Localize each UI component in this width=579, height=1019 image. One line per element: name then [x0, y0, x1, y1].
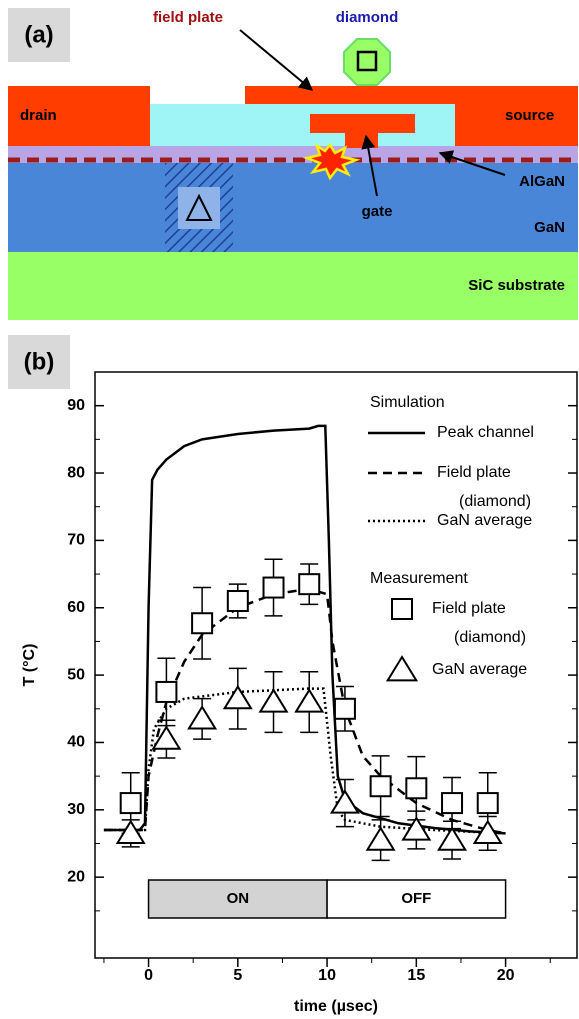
series-line — [103, 687, 506, 835]
arrow — [239, 29, 314, 91]
legend-swatch — [391, 598, 413, 620]
diamond-crystal — [343, 38, 391, 86]
square-marker — [262, 576, 285, 599]
triangle-marker — [187, 704, 218, 730]
x-tick-label: 15 — [407, 967, 425, 984]
triangle-marker — [258, 688, 289, 713]
panel-label-box — [8, 335, 70, 389]
legend-label: Field plate (diamond) — [432, 600, 526, 646]
square-marker — [333, 697, 356, 720]
triangle-marker — [294, 688, 325, 713]
panel-label: (b) — [24, 348, 55, 375]
x-axis-label: time (µsec) — [294, 998, 378, 1015]
triangle-marker — [365, 826, 396, 851]
legend-label: GaN average — [437, 512, 532, 529]
triangle-marker — [115, 819, 146, 844]
hotspot — [302, 142, 361, 181]
square-marker — [191, 612, 214, 635]
x-tick-label: 20 — [497, 967, 515, 984]
triangle-marker — [401, 816, 432, 841]
triangle-icon — [185, 193, 213, 221]
x-tick-label: 0 — [144, 967, 153, 984]
triangle-marker — [222, 684, 253, 710]
square-marker — [119, 792, 142, 815]
substrate-label: SiC substrate — [468, 277, 565, 294]
triangle-marker — [437, 826, 468, 851]
gate-contact — [310, 114, 415, 148]
y-tick-label: 70 — [67, 532, 85, 549]
square-marker — [405, 777, 428, 800]
square-marker — [369, 775, 392, 798]
square-marker — [155, 680, 178, 703]
y-tick-label: 20 — [67, 868, 85, 885]
legend-label: Field plate (diamond) — [437, 464, 531, 510]
gan-marker-box — [178, 187, 220, 229]
y-axis-label: T (°C) — [21, 644, 38, 687]
legend-title: Simulation — [370, 394, 445, 411]
legend-swatch — [385, 655, 419, 682]
triangle-marker — [472, 819, 503, 844]
y-tick-label: 30 — [67, 801, 85, 818]
diamond-label: diamond — [336, 9, 399, 26]
arrow — [361, 134, 378, 197]
gate-label: gate — [362, 203, 393, 220]
series-line — [103, 424, 506, 835]
panel-label: (a) — [24, 21, 53, 48]
x-tick-label: 5 — [233, 967, 242, 984]
legend-label: Peak channel — [437, 424, 534, 441]
phase-label: OFF — [401, 890, 431, 907]
drain-contact — [8, 86, 150, 146]
legend-title: Measurement — [370, 570, 468, 587]
square-marker — [441, 792, 464, 815]
arrow — [438, 150, 506, 176]
phase-bar — [326, 879, 507, 919]
panel-label-box — [8, 8, 70, 62]
substrate-layer — [8, 252, 578, 320]
square-marker — [476, 792, 499, 815]
y-tick-label: 80 — [67, 464, 85, 481]
gan-label: GaN — [534, 219, 565, 236]
triangle-marker — [329, 789, 360, 814]
plot-frame — [94, 371, 578, 959]
legend-label: GaN average — [432, 661, 527, 678]
square-icon — [356, 50, 378, 72]
algan-label: AlGaN — [519, 173, 565, 190]
y-tick-label: 40 — [67, 734, 85, 751]
square-marker — [226, 590, 249, 613]
square-marker — [298, 573, 321, 596]
gan-layer — [8, 163, 578, 252]
y-tick-label: 60 — [67, 599, 85, 616]
field-plate-label: field plate — [153, 9, 223, 26]
triangle-marker — [151, 725, 182, 750]
source-label: source — [505, 107, 554, 124]
x-tick-label: 10 — [318, 967, 336, 984]
y-tick-label: 50 — [67, 666, 85, 683]
phase-label: ON — [227, 890, 250, 907]
source-field-plate — [245, 86, 578, 146]
drain-label: drain — [20, 107, 57, 124]
chart: 20 30 40 50 60 70 80 90 0 5 10 15 20 time (µsec) T (°C… — [21, 371, 578, 1015]
device-diagram: (a) field plate diamond drain source gat… — [8, 8, 578, 320]
y-tick-label: 90 — [67, 397, 85, 414]
